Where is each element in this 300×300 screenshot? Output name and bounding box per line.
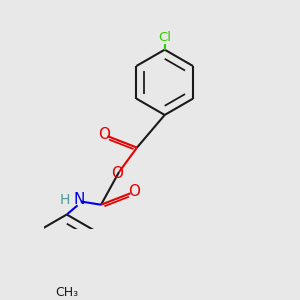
Text: Cl: Cl [158,31,171,44]
Text: O: O [98,127,110,142]
Text: H: H [60,193,70,207]
Text: N: N [73,192,85,207]
Text: O: O [111,166,123,181]
Text: O: O [128,184,140,199]
Text: CH₃: CH₃ [55,286,78,299]
